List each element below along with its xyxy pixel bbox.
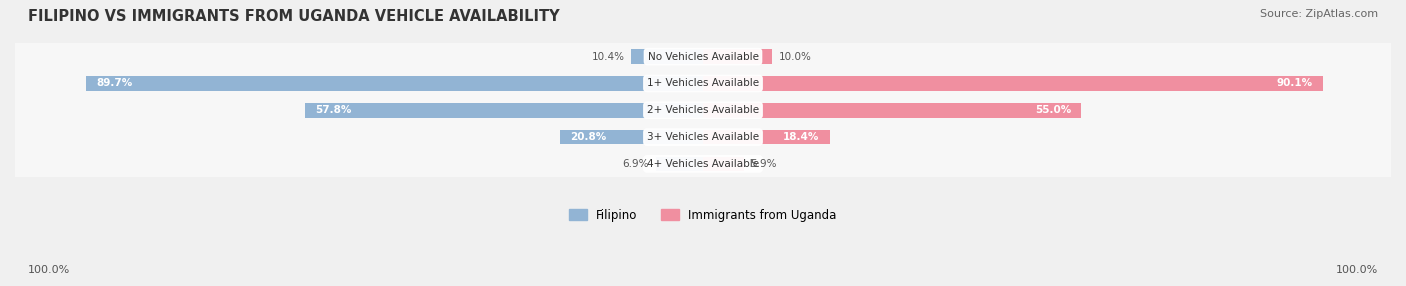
Bar xyxy=(560,130,703,144)
Bar xyxy=(703,97,1391,124)
Bar xyxy=(703,76,1323,91)
Bar xyxy=(15,97,703,124)
Text: 4+ Vehicles Available: 4+ Vehicles Available xyxy=(647,159,759,169)
Text: 20.8%: 20.8% xyxy=(571,132,606,142)
Text: No Vehicles Available: No Vehicles Available xyxy=(648,52,758,62)
Text: 3+ Vehicles Available: 3+ Vehicles Available xyxy=(647,132,759,142)
Text: Source: ZipAtlas.com: Source: ZipAtlas.com xyxy=(1260,9,1378,19)
Text: 90.1%: 90.1% xyxy=(1277,78,1313,88)
Bar xyxy=(703,156,744,171)
Text: 10.4%: 10.4% xyxy=(592,52,624,62)
Text: 2+ Vehicles Available: 2+ Vehicles Available xyxy=(647,105,759,115)
Bar xyxy=(15,150,703,177)
Text: 6.9%: 6.9% xyxy=(621,159,648,169)
Bar xyxy=(703,70,1391,97)
Text: 57.8%: 57.8% xyxy=(316,105,352,115)
Bar xyxy=(703,124,1391,150)
Bar xyxy=(703,150,1391,177)
Text: 55.0%: 55.0% xyxy=(1035,105,1071,115)
Legend: Filipino, Immigrants from Uganda: Filipino, Immigrants from Uganda xyxy=(564,203,842,227)
Bar xyxy=(703,49,772,64)
Text: 1+ Vehicles Available: 1+ Vehicles Available xyxy=(647,78,759,88)
Text: 100.0%: 100.0% xyxy=(1336,265,1378,275)
Bar xyxy=(15,43,703,70)
Text: 18.4%: 18.4% xyxy=(783,132,820,142)
Text: 10.0%: 10.0% xyxy=(779,52,811,62)
Bar xyxy=(655,156,703,171)
Bar xyxy=(305,103,703,118)
Text: FILIPINO VS IMMIGRANTS FROM UGANDA VEHICLE AVAILABILITY: FILIPINO VS IMMIGRANTS FROM UGANDA VEHIC… xyxy=(28,9,560,23)
Text: 5.9%: 5.9% xyxy=(751,159,778,169)
Bar xyxy=(631,49,703,64)
Bar xyxy=(15,124,703,150)
Text: 89.7%: 89.7% xyxy=(96,78,132,88)
Text: 100.0%: 100.0% xyxy=(28,265,70,275)
Bar xyxy=(703,43,1391,70)
Bar xyxy=(703,103,1081,118)
Bar xyxy=(15,70,703,97)
Bar xyxy=(703,130,830,144)
Bar xyxy=(86,76,703,91)
